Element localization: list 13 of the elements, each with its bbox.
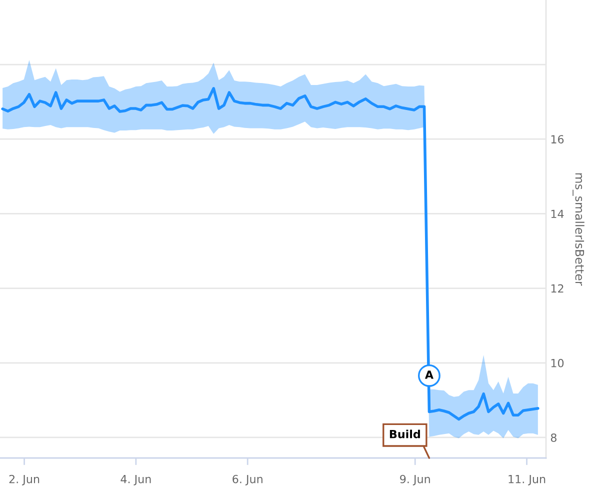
x-tick-label: 11. Jun <box>508 475 546 486</box>
y-tick-label: 8 <box>550 433 556 442</box>
annotation: Build <box>390 430 420 438</box>
y-tick-label: 10 <box>551 358 564 368</box>
y-axis-title: ms_smallerIsBetter <box>572 173 584 286</box>
x-tick-label: 9. Jun <box>400 474 430 486</box>
y-tick-label: 12 <box>551 284 564 293</box>
annotation: A <box>424 370 434 379</box>
x-tick-label: 2. Jun <box>9 474 40 486</box>
x-tick-label: 6. Jun <box>232 474 262 486</box>
x-tick-label: 4. Jun <box>120 475 151 486</box>
y-tick-label: 16 <box>551 135 564 144</box>
y-tick-label: 14 <box>551 210 564 218</box>
